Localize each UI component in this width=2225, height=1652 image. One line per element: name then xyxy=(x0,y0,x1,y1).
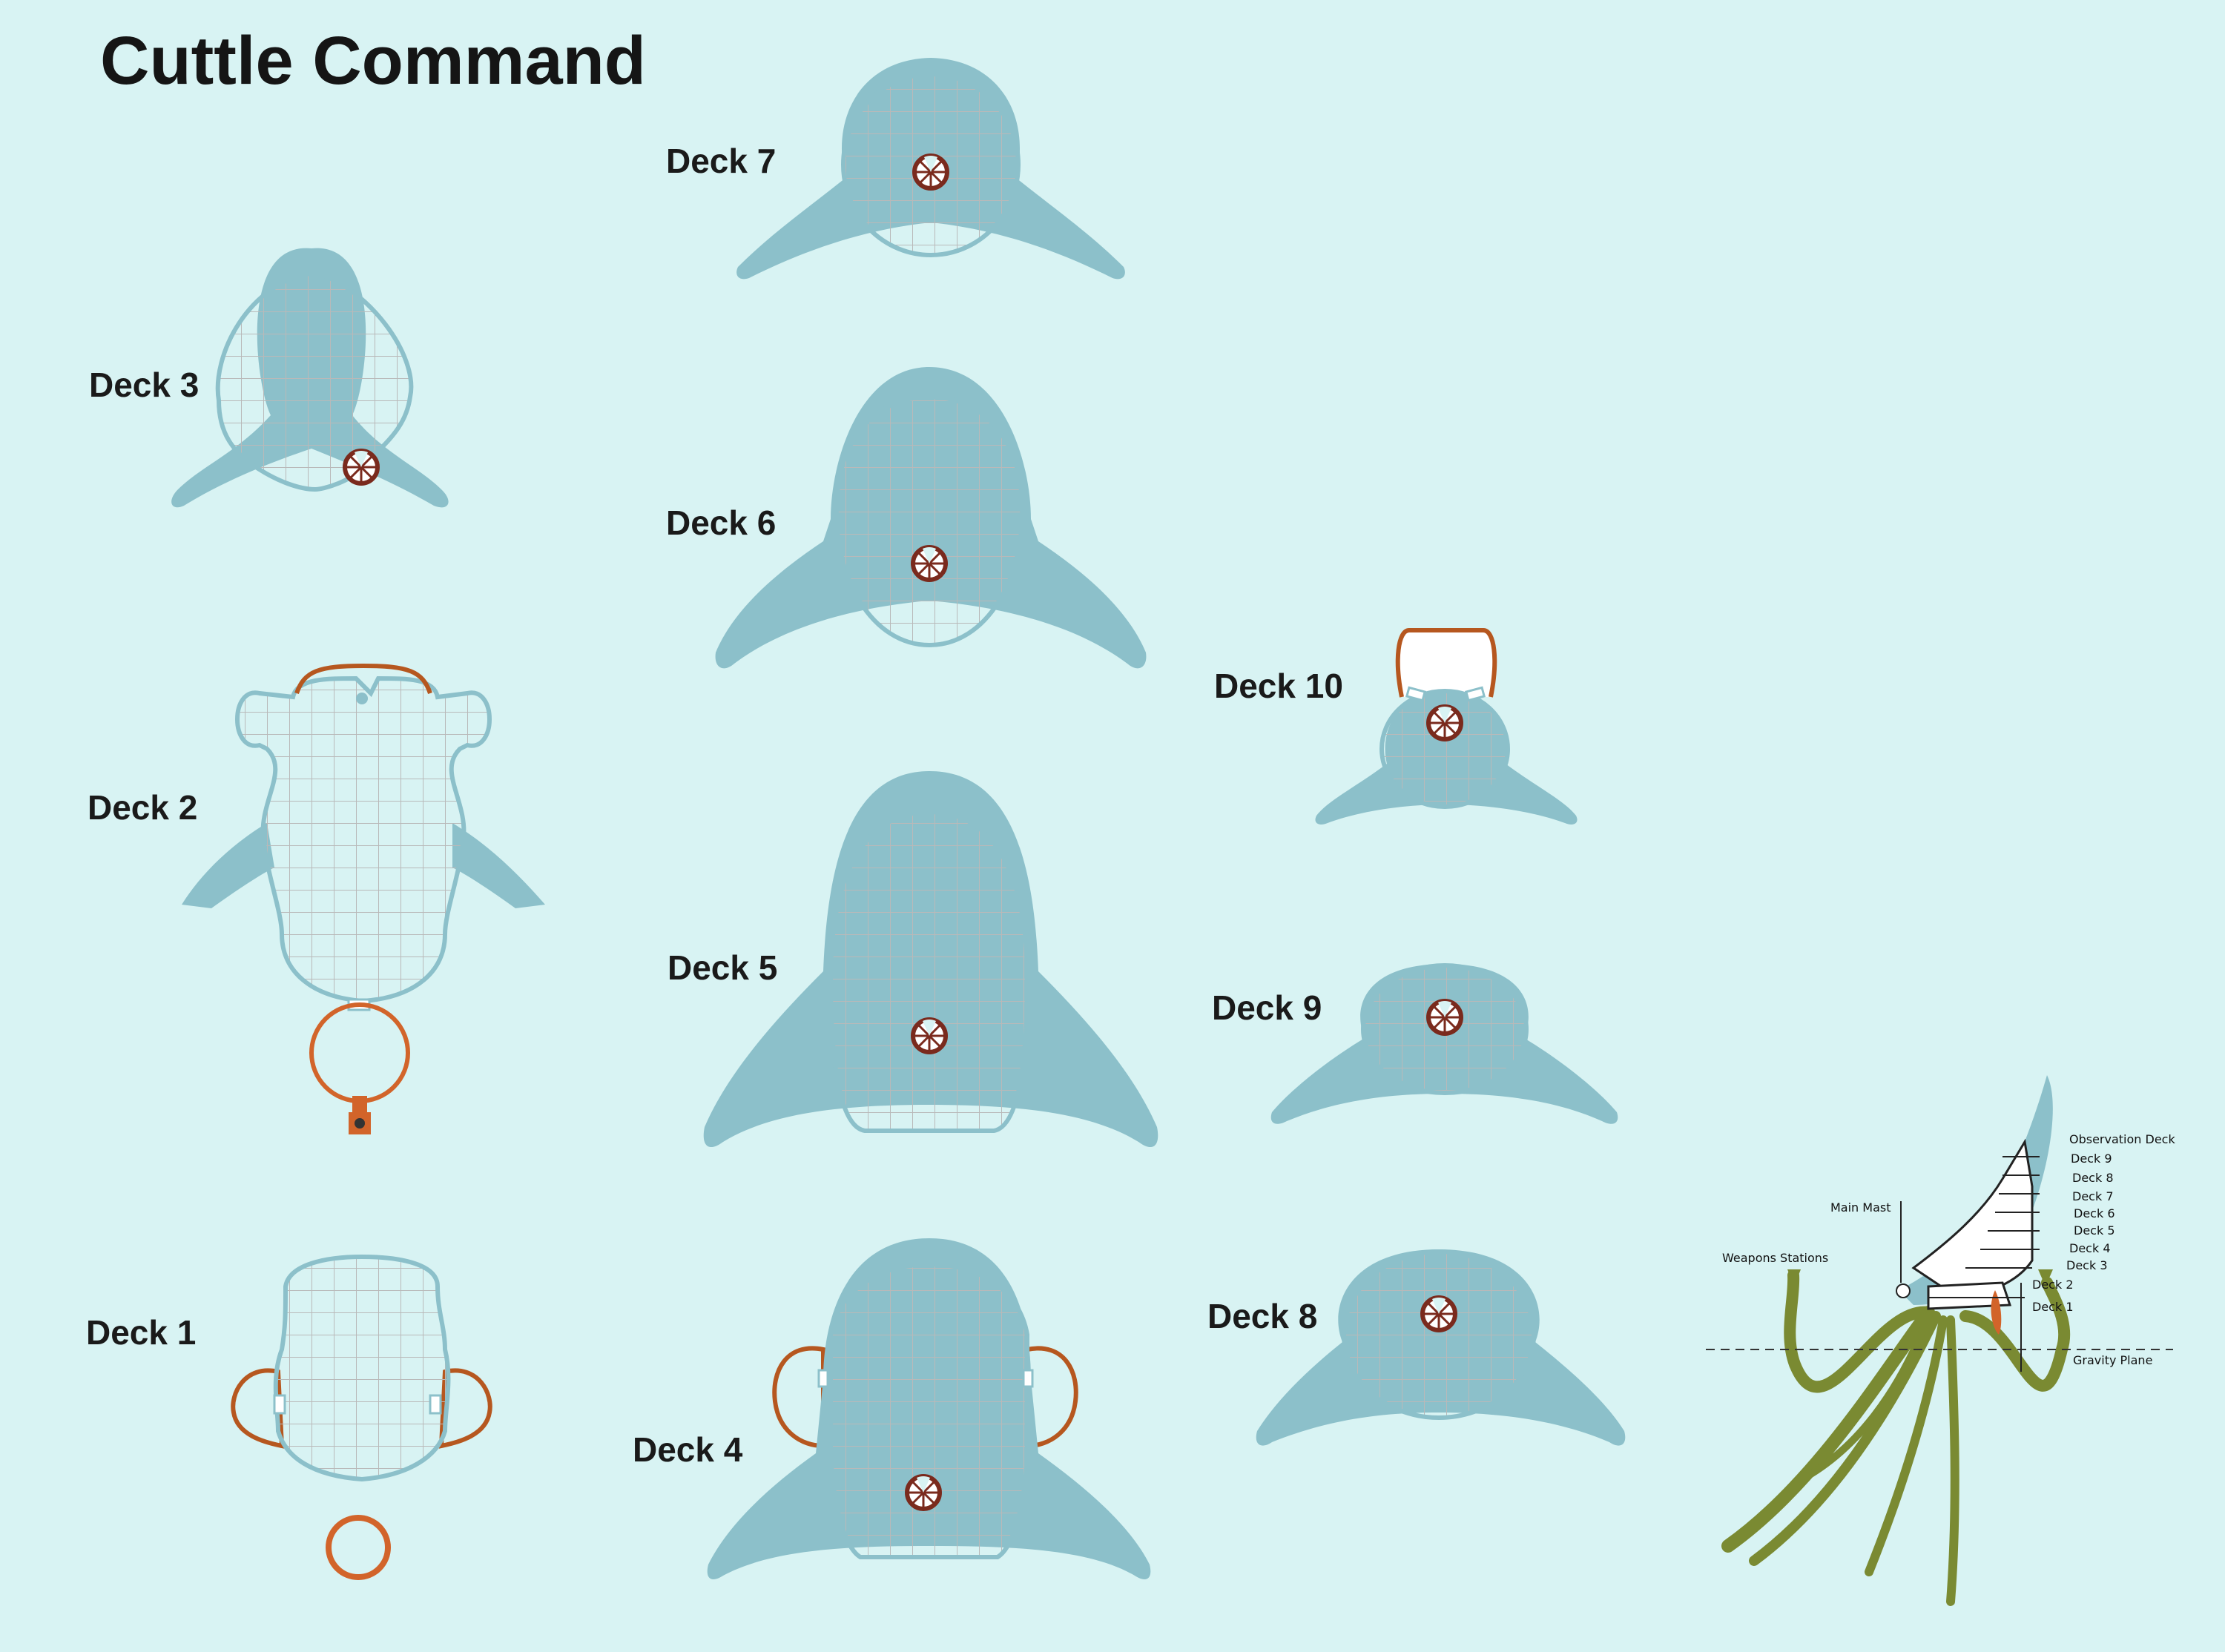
deck-9-label: Deck 9 xyxy=(1212,988,1322,1027)
deck-5-plan xyxy=(703,771,1158,1148)
deck-7-label: Deck 7 xyxy=(666,142,777,180)
deck-2-plan xyxy=(182,663,545,1134)
deck-1-label: Deck 1 xyxy=(86,1313,197,1352)
deck-4-plan xyxy=(707,1238,1151,1579)
deck-6-plan xyxy=(715,367,1147,669)
deck-8-lift-icon xyxy=(1423,1298,1455,1330)
deck-10-label: Deck 10 xyxy=(1214,667,1343,705)
deck-6-lift-icon xyxy=(913,547,946,580)
deck-3-lift-icon xyxy=(345,451,378,483)
deck-10-plan xyxy=(1315,628,1578,825)
deck-4-lift-icon xyxy=(907,1476,940,1509)
side-elevation-view xyxy=(1706,1075,2173,1606)
deck-8-plan xyxy=(1256,1249,1626,1446)
deck-4-label: Deck 4 xyxy=(633,1430,743,1469)
deck-3-plan xyxy=(171,248,449,508)
deck-9-plan xyxy=(1270,963,1618,1124)
deck-7-lift-icon xyxy=(914,156,947,188)
deck-2-dock-ring xyxy=(309,1002,410,1103)
deck-7-plan xyxy=(736,58,1125,280)
deck-3-label: Deck 3 xyxy=(89,366,200,404)
deck-2-label: Deck 2 xyxy=(88,788,198,827)
deck-5-label: Deck 5 xyxy=(668,948,778,987)
deck-5-lift-icon xyxy=(913,1020,946,1052)
deck-1-plan xyxy=(231,1254,492,1580)
deck-10-lift-icon xyxy=(1428,707,1461,739)
deck-9-lift-icon xyxy=(1428,1001,1461,1034)
page-title: Cuttle Command xyxy=(100,23,646,99)
deck-1-dock-ring xyxy=(326,1515,391,1580)
deck-6-label: Deck 6 xyxy=(666,503,777,542)
deck-8-label: Deck 8 xyxy=(1207,1297,1318,1335)
